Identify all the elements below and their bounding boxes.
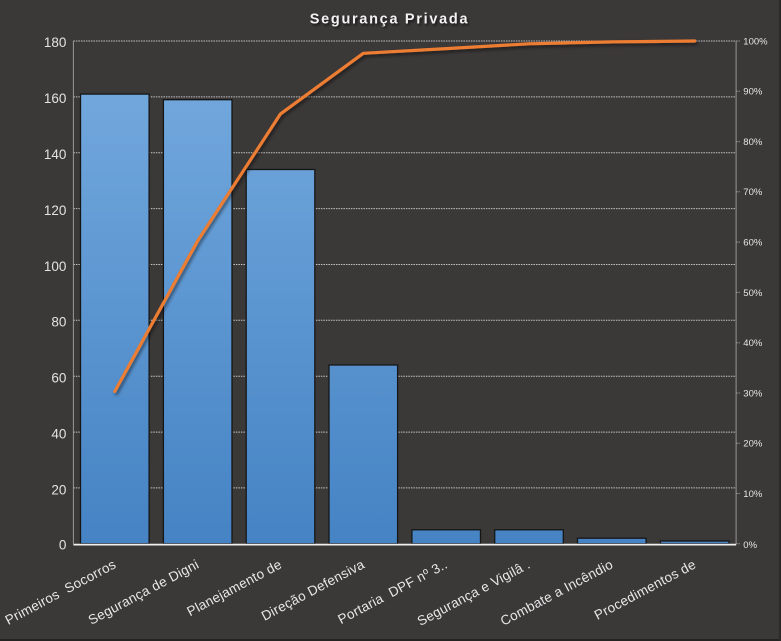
svg-text:0: 0: [59, 537, 67, 552]
svg-text:120: 120: [44, 203, 67, 218]
svg-text:70%: 70%: [743, 187, 763, 198]
svg-text:80: 80: [51, 315, 66, 330]
svg-text:10%: 10%: [743, 489, 763, 500]
svg-text:40: 40: [51, 426, 66, 441]
svg-text:Segurança Privada: Segurança Privada: [310, 12, 469, 28]
svg-text:80%: 80%: [743, 137, 763, 148]
svg-text:0%: 0%: [743, 540, 757, 551]
svg-text:180: 180: [44, 35, 67, 50]
svg-text:20%: 20%: [743, 439, 763, 450]
svg-text:30%: 30%: [743, 388, 763, 399]
svg-text:100%: 100%: [743, 36, 768, 47]
svg-text:50%: 50%: [743, 288, 763, 299]
svg-text:160: 160: [44, 91, 67, 106]
svg-text:60: 60: [51, 371, 66, 386]
svg-text:140: 140: [44, 147, 67, 162]
svg-text:100: 100: [44, 259, 67, 274]
svg-text:60%: 60%: [743, 238, 763, 249]
svg-text:90%: 90%: [743, 87, 763, 98]
svg-text:20: 20: [51, 482, 66, 497]
svg-text:40%: 40%: [743, 338, 763, 349]
